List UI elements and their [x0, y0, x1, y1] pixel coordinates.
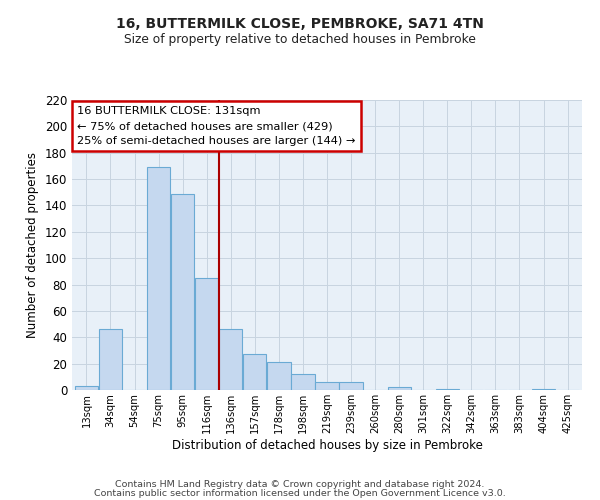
Bar [267, 362, 290, 390]
Bar [291, 374, 314, 390]
Bar [436, 388, 459, 390]
Text: Contains public sector information licensed under the Open Government Licence v3: Contains public sector information licen… [94, 489, 506, 498]
Y-axis label: Number of detached properties: Number of detached properties [26, 152, 39, 338]
Bar [219, 330, 242, 390]
X-axis label: Distribution of detached houses by size in Pembroke: Distribution of detached houses by size … [172, 438, 482, 452]
Bar [171, 194, 194, 390]
Bar [243, 354, 266, 390]
Text: Contains HM Land Registry data © Crown copyright and database right 2024.: Contains HM Land Registry data © Crown c… [115, 480, 485, 489]
Bar [195, 278, 218, 390]
Bar [147, 167, 170, 390]
Bar [99, 330, 122, 390]
Text: Size of property relative to detached houses in Pembroke: Size of property relative to detached ho… [124, 32, 476, 46]
Bar [340, 382, 363, 390]
Text: 16 BUTTERMILK CLOSE: 131sqm
← 75% of detached houses are smaller (429)
25% of se: 16 BUTTERMILK CLOSE: 131sqm ← 75% of det… [77, 106, 355, 146]
Bar [316, 382, 338, 390]
Text: 16, BUTTERMILK CLOSE, PEMBROKE, SA71 4TN: 16, BUTTERMILK CLOSE, PEMBROKE, SA71 4TN [116, 18, 484, 32]
Bar [388, 388, 411, 390]
Bar [532, 388, 555, 390]
Bar [75, 386, 98, 390]
